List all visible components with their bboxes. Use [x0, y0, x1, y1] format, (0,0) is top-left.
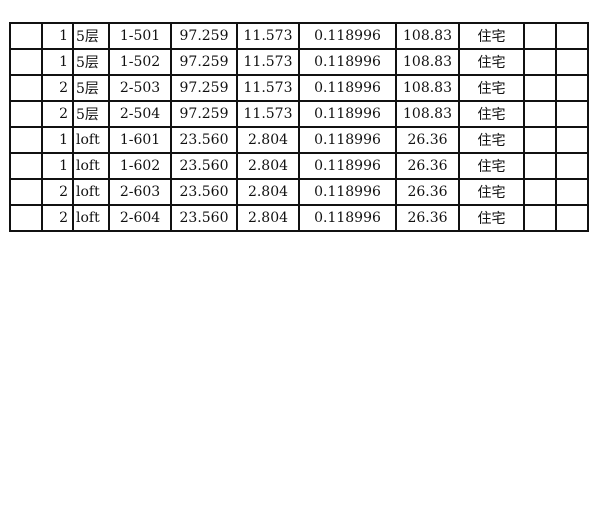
- cell-floor: 5层: [72, 100, 110, 128]
- cell-ratio: 0.118996: [298, 152, 397, 180]
- cell-extra-1: [523, 48, 557, 76]
- cell-total-area: 108.83: [395, 48, 460, 76]
- cell-shared-area: 2.804: [236, 178, 300, 206]
- cell-blank: [9, 204, 43, 232]
- cell-blank: [9, 126, 43, 154]
- cell-usage: 住宅: [458, 100, 525, 128]
- cell-floor: 5层: [72, 74, 110, 102]
- cell-floor: loft: [72, 152, 110, 180]
- cell-building: 2: [41, 204, 74, 232]
- cell-blank: [9, 48, 43, 76]
- cell-total-area: 108.83: [395, 22, 460, 50]
- cell-area: 97.259: [170, 100, 238, 128]
- cell-building: 2: [41, 178, 74, 206]
- cell-area: 97.259: [170, 48, 238, 76]
- cell-shared-area: 11.573: [236, 74, 300, 102]
- cell-unit: 2-603: [108, 178, 172, 206]
- cell-extra-1: [523, 74, 557, 102]
- cell-total-area: 108.83: [395, 74, 460, 102]
- cell-building: 1: [41, 48, 74, 76]
- cell-ratio: 0.118996: [298, 100, 397, 128]
- cell-ratio: 0.118996: [298, 126, 397, 154]
- cell-extra-2: [555, 100, 589, 128]
- cell-building: 2: [41, 74, 74, 102]
- cell-blank: [9, 100, 43, 128]
- cell-area: 97.259: [170, 22, 238, 50]
- cell-unit: 1-602: [108, 152, 172, 180]
- cell-extra-1: [523, 22, 557, 50]
- cell-total-area: 26.36: [395, 126, 460, 154]
- table-row: 1 5层 1-502 97.259 11.573 0.118996 108.83 住宅: [9, 48, 589, 76]
- table-row: 2 loft 2-603 23.560 2.804 0.118996 26.36 住宅: [9, 178, 589, 206]
- cell-extra-1: [523, 152, 557, 180]
- cell-blank: [9, 152, 43, 180]
- cell-extra-1: [523, 178, 557, 206]
- cell-floor: 5层: [72, 48, 110, 76]
- cell-shared-area: 11.573: [236, 100, 300, 128]
- cell-area: 23.560: [170, 178, 238, 206]
- cell-usage: 住宅: [458, 178, 525, 206]
- cell-extra-1: [523, 100, 557, 128]
- cell-extra-2: [555, 22, 589, 50]
- cell-extra-2: [555, 204, 589, 232]
- cell-blank: [9, 178, 43, 206]
- cell-extra-2: [555, 48, 589, 76]
- cell-extra-2: [555, 74, 589, 102]
- cell-floor: loft: [72, 204, 110, 232]
- table-row: 1 loft 1-601 23.560 2.804 0.118996 26.36 住宅: [9, 126, 589, 154]
- cell-shared-area: 2.804: [236, 152, 300, 180]
- unit-table: 1 5层 1-501 97.259 11.573 0.118996 108.83 住宅 1 5层 1…: [9, 22, 589, 232]
- cell-floor: loft: [72, 178, 110, 206]
- cell-floor: loft: [72, 126, 110, 154]
- cell-usage: 住宅: [458, 152, 525, 180]
- cell-area: 23.560: [170, 204, 238, 232]
- cell-ratio: 0.118996: [298, 74, 397, 102]
- cell-area: 97.259: [170, 74, 238, 102]
- cell-unit: 1-502: [108, 48, 172, 76]
- cell-shared-area: 11.573: [236, 48, 300, 76]
- cell-blank: [9, 74, 43, 102]
- cell-extra-2: [555, 126, 589, 154]
- cell-total-area: 108.83: [395, 100, 460, 128]
- cell-building: 1: [41, 152, 74, 180]
- cell-ratio: 0.118996: [298, 178, 397, 206]
- cell-usage: 住宅: [458, 126, 525, 154]
- cell-building: 1: [41, 126, 74, 154]
- table-row: 1 loft 1-602 23.560 2.804 0.118996 26.36 住宅: [9, 152, 589, 180]
- cell-extra-1: [523, 126, 557, 154]
- cell-area: 23.560: [170, 126, 238, 154]
- table-row: 2 loft 2-604 23.560 2.804 0.118996 26.36 住宅: [9, 204, 589, 232]
- cell-unit: 2-503: [108, 74, 172, 102]
- cell-total-area: 26.36: [395, 178, 460, 206]
- cell-floor: 5层: [72, 22, 110, 50]
- cell-ratio: 0.118996: [298, 22, 397, 50]
- cell-total-area: 26.36: [395, 204, 460, 232]
- cell-extra-2: [555, 178, 589, 206]
- cell-unit: 2-504: [108, 100, 172, 128]
- cell-building: 2: [41, 100, 74, 128]
- cell-total-area: 26.36: [395, 152, 460, 180]
- table-row: 2 5层 2-504 97.259 11.573 0.118996 108.83 住宅: [9, 100, 589, 128]
- cell-usage: 住宅: [458, 48, 525, 76]
- cell-ratio: 0.118996: [298, 204, 397, 232]
- cell-shared-area: 2.804: [236, 204, 300, 232]
- cell-blank: [9, 22, 43, 50]
- cell-extra-2: [555, 152, 589, 180]
- cell-unit: 1-601: [108, 126, 172, 154]
- cell-shared-area: 11.573: [236, 22, 300, 50]
- table-row: 1 5层 1-501 97.259 11.573 0.118996 108.83 住宅: [9, 22, 589, 50]
- cell-unit: 2-604: [108, 204, 172, 232]
- cell-usage: 住宅: [458, 74, 525, 102]
- cell-shared-area: 2.804: [236, 126, 300, 154]
- table-row: 2 5层 2-503 97.259 11.573 0.118996 108.83 住宅: [9, 74, 589, 102]
- cell-ratio: 0.118996: [298, 48, 397, 76]
- cell-area: 23.560: [170, 152, 238, 180]
- cell-unit: 1-501: [108, 22, 172, 50]
- cell-usage: 住宅: [458, 22, 525, 50]
- cell-building: 1: [41, 22, 74, 50]
- cell-extra-1: [523, 204, 557, 232]
- cell-usage: 住宅: [458, 204, 525, 232]
